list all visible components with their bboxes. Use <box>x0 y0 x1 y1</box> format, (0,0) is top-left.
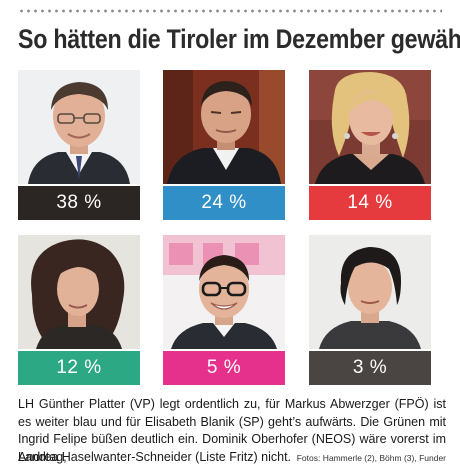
candidate-card-fpo: 14 % <box>309 70 431 226</box>
photo-credit: Fotos: Hammerle (2), Böhm (3), Funder <box>296 453 446 463</box>
percent-bar: 3 % <box>309 351 431 385</box>
portrait-woman-short-hair-icon <box>309 235 431 349</box>
portrait-woman-curly-hair-icon <box>18 235 140 349</box>
percent-bar: 12 % <box>18 351 140 385</box>
dotted-rule <box>18 8 442 14</box>
headline: So hätten die Tiroler im Dezember gewähl… <box>18 24 460 54</box>
caption-text: LH Günther Platter (VP) legt ordentlich … <box>18 397 446 464</box>
percent-bar: 38 % <box>18 186 140 220</box>
candidate-card-vp: 38 % <box>18 70 140 226</box>
portrait-woman-blonde-icon <box>309 70 431 184</box>
candidate-card-liste-fritz: 3 % <box>309 235 431 391</box>
percent-bar: 14 % <box>309 186 431 220</box>
percent-bar: 5 % <box>163 351 285 385</box>
percent-bar: 24 % <box>163 186 285 220</box>
candidate-card-gruene: 12 % <box>18 235 140 391</box>
portrait-man-glasses-icon <box>18 70 140 184</box>
candidate-card-neos: 5 % <box>163 235 285 391</box>
candidate-card-sp: 24 % <box>163 70 285 226</box>
caption-last-text: Andrea Haselwanter-Schneider (Liste Frit… <box>18 450 292 464</box>
portrait-man-dark-glasses-icon <box>163 235 285 349</box>
portrait-man-suit-icon <box>163 70 285 184</box>
caption-last-line: Andrea Haselwanter-Schneider (Liste Frit… <box>18 448 446 466</box>
